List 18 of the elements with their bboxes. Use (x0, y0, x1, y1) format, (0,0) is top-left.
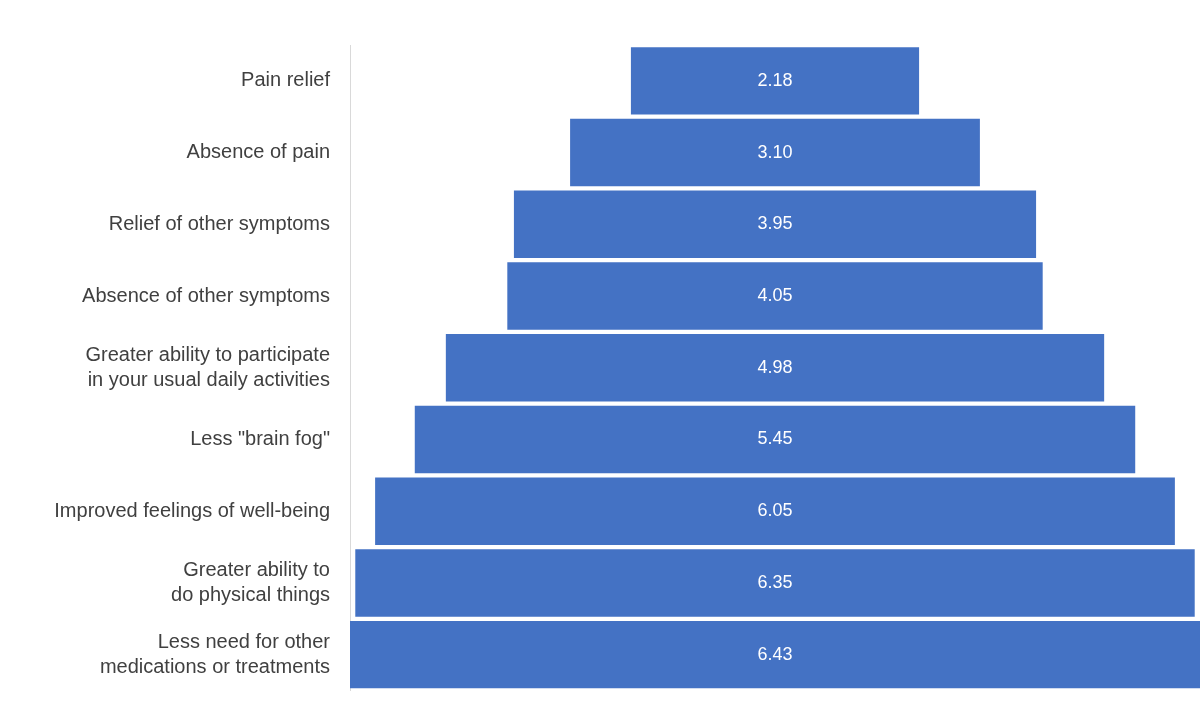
category-label: Greater ability to participate in your usual daily activities (85, 342, 330, 390)
category-label: Absence of other symptoms (82, 283, 330, 306)
category-label: Less need for other medications or treatments (99, 629, 331, 677)
data-label: 4.98 (757, 356, 793, 377)
category-label: Absence of pain (186, 140, 330, 163)
data-label: 6.43 (757, 643, 793, 664)
category-label: Less "brain fog" (190, 426, 330, 449)
data-label: 4.05 (757, 285, 793, 305)
category-label: Greater ability to do physical things (171, 557, 330, 605)
data-label: 6.05 (757, 500, 793, 521)
data-label: 3.10 (757, 141, 793, 162)
category-label: Pain relief (241, 68, 331, 91)
data-label: 5.45 (757, 428, 793, 449)
data-label: 6.35 (757, 571, 793, 592)
category-label: Relief of other symptoms (108, 211, 330, 234)
data-label: 3.95 (757, 213, 793, 234)
data-label: 2.18 (757, 69, 793, 90)
category-label: Improved feelings of well-being (54, 498, 330, 521)
